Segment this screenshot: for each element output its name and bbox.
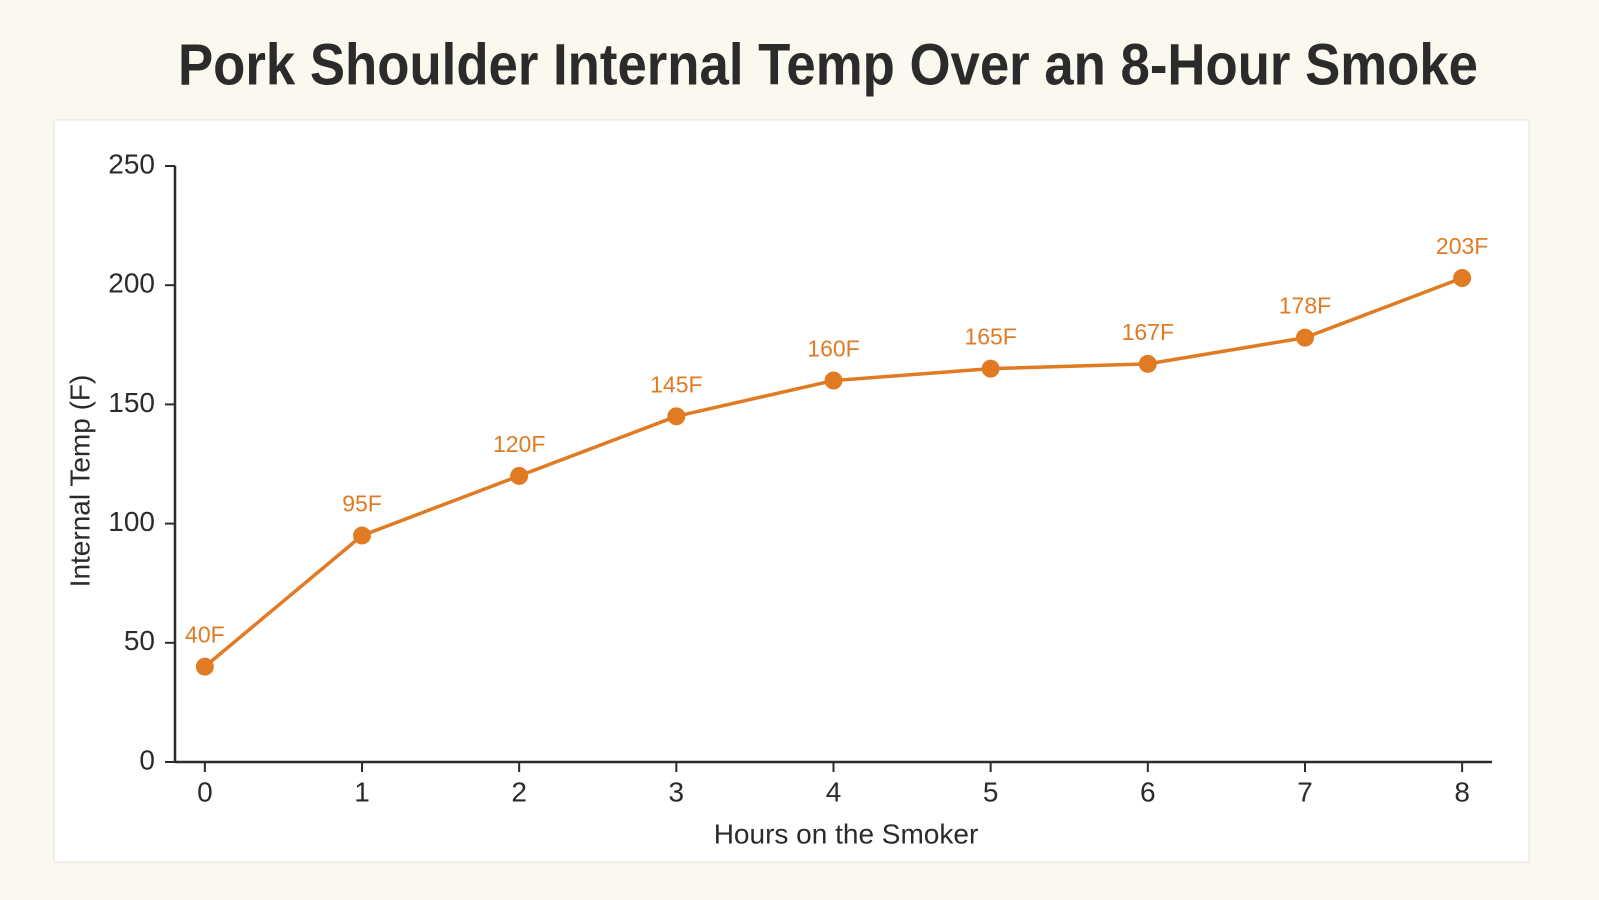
x-tick-label: 0 (197, 776, 213, 807)
y-tick-label: 250 (108, 148, 155, 179)
data-label: 40F (185, 622, 225, 648)
y-tick-label: 150 (108, 387, 155, 418)
x-tick-label: 3 (669, 776, 685, 807)
data-label: 167F (1122, 319, 1174, 345)
chart-title: Pork Shoulder Internal Temp Over an 8-Ho… (178, 32, 1478, 97)
data-label: 203F (1436, 233, 1488, 259)
data-point (1138, 354, 1157, 373)
y-tick-label: 50 (124, 625, 155, 656)
data-label: 95F (342, 491, 382, 517)
data-label: 178F (1279, 293, 1331, 319)
data-label: 165F (964, 324, 1016, 350)
y-tick-label: 200 (108, 268, 155, 299)
plot-panel (53, 119, 1530, 863)
x-tick-label: 1 (354, 776, 370, 807)
data-point (824, 371, 843, 390)
data-point (510, 466, 529, 485)
x-tick-label: 2 (511, 776, 527, 807)
y-tick-label: 100 (108, 506, 155, 537)
x-tick-label: 8 (1454, 776, 1470, 807)
data-point (353, 526, 372, 545)
data-point (195, 657, 214, 676)
data-point (1453, 269, 1472, 288)
data-label: 160F (807, 336, 859, 362)
data-label: 120F (493, 431, 545, 457)
x-tick-label: 4 (826, 776, 842, 807)
x-tick-label: 7 (1297, 776, 1313, 807)
x-tick-label: 5 (983, 776, 999, 807)
y-axis-label: Internal Temp (F) (64, 375, 95, 588)
x-axis-label: Hours on the Smoker (714, 818, 979, 849)
data-point (981, 359, 1000, 378)
data-point (667, 407, 686, 426)
data-point (1295, 328, 1314, 347)
x-tick-label: 6 (1140, 776, 1156, 807)
y-tick-label: 0 (139, 744, 155, 775)
data-label: 145F (650, 371, 702, 397)
